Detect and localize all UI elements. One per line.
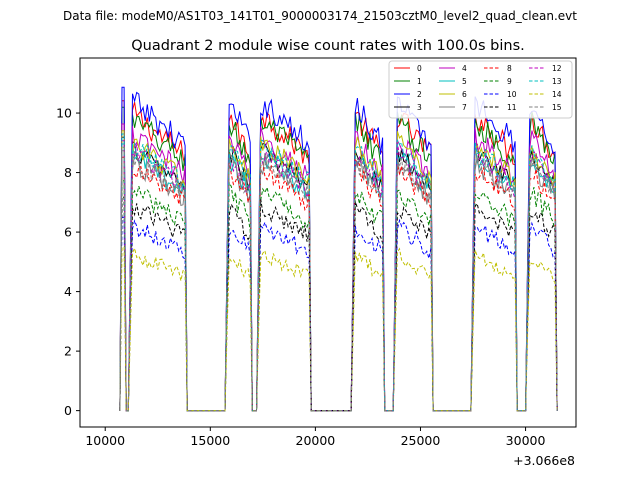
legend-label: 7 <box>462 103 467 112</box>
x-tick-label: 20000 <box>296 433 336 448</box>
legend-label: 13 <box>552 77 562 86</box>
axes-frame <box>79 57 577 428</box>
legend-label: 15 <box>552 103 562 112</box>
legend-frame <box>388 60 573 119</box>
y-tick-label: 2 <box>64 344 72 359</box>
x-axis: 10000 15000 20000 25000 30000 <box>85 427 545 448</box>
legend-label: 4 <box>462 64 467 73</box>
legend-label: 1 <box>417 77 422 86</box>
legend-label: 9 <box>507 77 512 86</box>
y-tick-label: 0 <box>64 403 72 418</box>
legend-label: 0 <box>417 64 422 73</box>
x-tick-label: 10000 <box>85 433 125 448</box>
legend-label: 10 <box>507 90 517 99</box>
y-tick-label: 4 <box>64 284 72 299</box>
legend-label: 12 <box>552 64 562 73</box>
series-layer <box>119 86 558 412</box>
y-tick-label: 10 <box>56 106 72 121</box>
y-axis: 0 2 4 6 8 10 <box>56 106 80 418</box>
chart-title: Quadrant 2 module wise count rates with … <box>131 38 525 54</box>
series-line-15 <box>119 146 558 412</box>
x-tick-label: 25000 <box>401 433 441 448</box>
legend-label: 14 <box>552 90 562 99</box>
y-tick-label: 8 <box>64 165 72 180</box>
x-tick-label: 30000 <box>506 433 546 448</box>
data-file-label: Data file: modeM0/AS1T03_141T01_90000031… <box>63 9 577 23</box>
legend-label: 8 <box>507 64 512 73</box>
legend-label: 2 <box>417 90 422 99</box>
series-line-14 <box>119 246 558 412</box>
x-tick-label: 15000 <box>190 433 230 448</box>
legend-label: 6 <box>462 90 467 99</box>
x-offset-label: +3.066e8 <box>513 453 575 468</box>
legend-label: 5 <box>462 77 467 86</box>
legend-label: 3 <box>417 103 422 112</box>
y-tick-label: 6 <box>64 225 72 240</box>
legend-label: 11 <box>507 103 517 112</box>
